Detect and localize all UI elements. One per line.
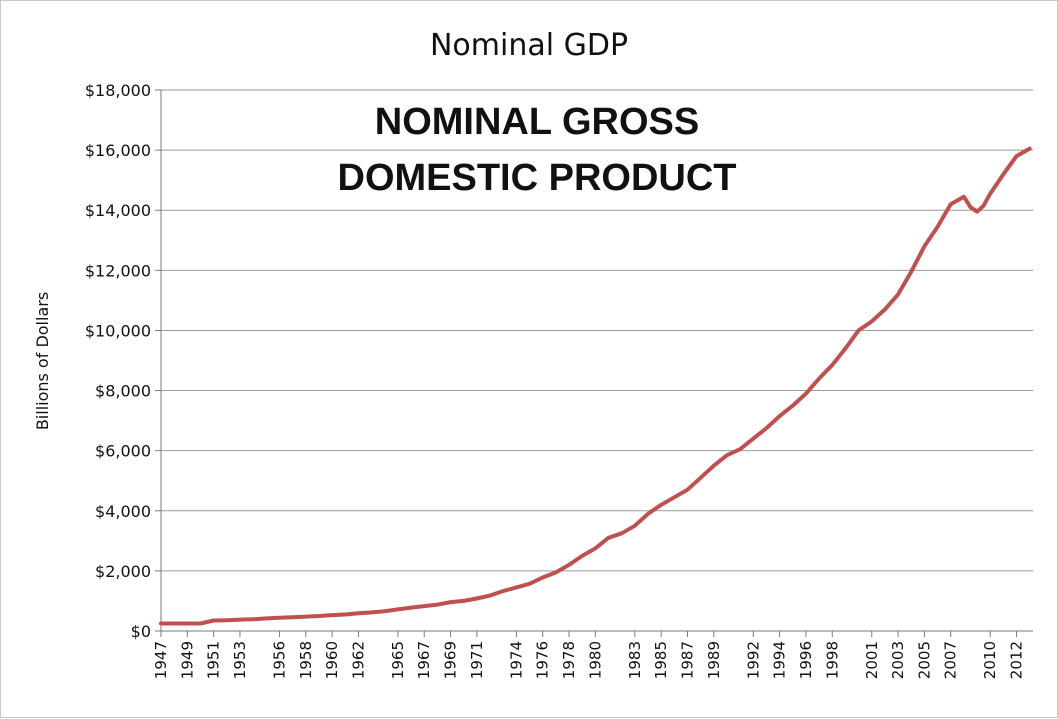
y-tick-label: $10,000 <box>85 321 151 340</box>
y-tick-label: $4,000 <box>95 502 151 521</box>
x-tick-label: 1989 <box>705 641 723 679</box>
x-tick-label: 1956 <box>270 641 288 679</box>
x-tick-label: 1947 <box>152 641 170 679</box>
x-tick-label: 1960 <box>323 641 341 679</box>
series-layer <box>159 146 1032 626</box>
x-tick-label: 1998 <box>823 641 841 679</box>
x-tick-label: 1953 <box>231 641 249 679</box>
x-tick-label: 1949 <box>178 641 196 679</box>
x-tick-label: 1987 <box>678 641 696 679</box>
y-tick-label: $12,000 <box>85 261 151 280</box>
x-tick-label: 1978 <box>560 641 578 679</box>
x-tick-label: 2007 <box>942 641 960 679</box>
y-tick-label: $14,000 <box>85 201 151 220</box>
x-tick-label: 2012 <box>1008 641 1026 679</box>
x-tick-label: 1958 <box>297 641 315 679</box>
x-tick-label: 1974 <box>507 641 525 679</box>
chart-annotation-line-2: DOMESTIC PRODUCT <box>338 157 737 199</box>
chart-annotation-line-1: NOMINAL GROSS <box>375 101 699 143</box>
y-tick-label: $16,000 <box>85 141 151 160</box>
x-tick-label: 1971 <box>468 641 486 679</box>
x-tick-label: 2003 <box>889 641 907 679</box>
y-tick-label: $0 <box>131 622 151 641</box>
x-tick-label: 1980 <box>586 641 604 679</box>
x-tick-label: 1965 <box>389 641 407 679</box>
x-tick-label: 1985 <box>652 641 670 679</box>
x-tick-label: 1951 <box>205 641 223 679</box>
x-tick-label: 1962 <box>349 641 367 679</box>
x-tick-label: 1992 <box>744 641 762 679</box>
y-tick-labels: $0 $2,000 $4,000 $6,000 $8,000 $10,000 $12,000… <box>85 81 151 641</box>
x-tick-label: 1994 <box>771 641 789 679</box>
x-tick-labels: 1947 1949 1951 1953 1956 1958 1960 1962 1965 1967… <box>152 641 1026 679</box>
y-tick-label: $18,000 <box>85 81 151 100</box>
x-tick-label: 2001 <box>863 641 881 679</box>
y-tick-label: $8,000 <box>95 382 151 401</box>
x-tick-label: 1996 <box>797 641 815 679</box>
x-tick-label: 1969 <box>442 641 460 679</box>
x-tick-label: 1967 <box>415 641 433 679</box>
gridlines <box>155 89 1033 637</box>
x-tick-label: 2005 <box>915 641 933 679</box>
x-tick-label: 2010 <box>981 641 999 679</box>
y-tick-label: $6,000 <box>95 442 151 461</box>
gdp-series-line <box>159 146 1032 626</box>
y-axis-label: Billions of Dollars <box>33 292 52 430</box>
x-tick-label: 1983 <box>626 641 644 679</box>
y-tick-label: $2,000 <box>95 562 151 581</box>
chart-title: Nominal GDP <box>430 28 628 63</box>
x-tick-label: 1976 <box>534 641 552 679</box>
